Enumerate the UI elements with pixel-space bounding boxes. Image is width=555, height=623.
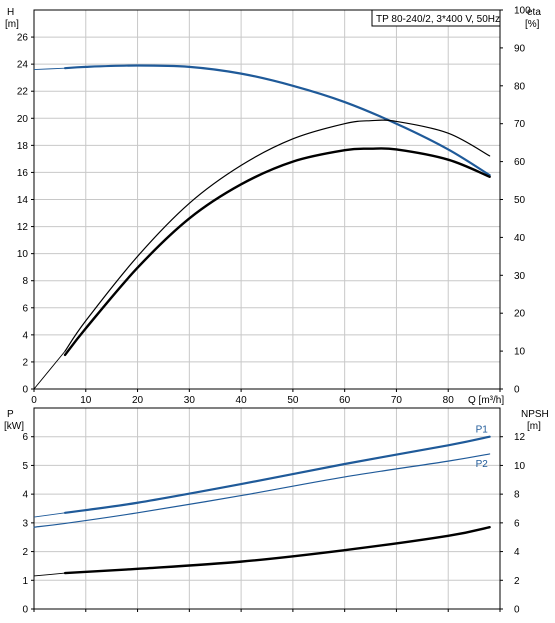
top-series-2-line [63, 147, 491, 357]
top-y-left-tick-label: 0 [22, 385, 28, 396]
bottom-series-label-p2: P2 [476, 459, 489, 470]
bottom-series-p1-line [63, 435, 491, 514]
top-y-right-tick-label: 100 [514, 6, 531, 17]
top-y-right-tick-label: 0 [514, 385, 520, 396]
top-y-left-tick-label: 22 [17, 87, 29, 98]
top-y-left-label-2: [m] [5, 19, 19, 30]
top-y-left-tick-label: 14 [17, 195, 29, 206]
top-y-left-tick-label: 12 [17, 222, 29, 233]
top-x-tick-label: 50 [287, 395, 299, 406]
top-x-tick-label: 20 [132, 395, 144, 406]
top-y-right-tick-label: 40 [514, 233, 526, 244]
top-y-right-label-2: [%] [525, 19, 540, 30]
top-y-right-tick-label: 60 [514, 157, 526, 168]
bottom-y-right-tick-label: 2 [514, 576, 520, 587]
bottom-y-left-tick-label: 6 [22, 432, 28, 443]
top-y-left-tick-label: 4 [22, 330, 28, 341]
bottom-y-left-label-2: [kW] [4, 421, 24, 432]
bottom-series-p2-line [33, 453, 491, 528]
top-x-tick-label: 40 [236, 395, 248, 406]
bottom-y-right-label-1: NPSH [521, 409, 549, 420]
top-y-right-tick-label: 20 [514, 309, 526, 320]
bottom-series-p1-line-extrapolated [33, 512, 66, 518]
bottom-y-left-tick-label: 4 [22, 490, 28, 501]
bottom-y-right-tick-label: 6 [514, 518, 520, 529]
top-y-left-tick-label: 10 [17, 249, 29, 260]
top-x-tick-label: 10 [80, 395, 92, 406]
top-x-tick-label: 60 [339, 395, 351, 406]
top-y-right-tick-label: 90 [514, 43, 526, 54]
plot-layers: 0 10 20 30 40 50 60 70 8002468101214161820222426… [17, 6, 531, 616]
top-y-left-tick-label: 2 [22, 357, 28, 368]
top-y-left-tick-label: 26 [17, 33, 29, 44]
top-series-1-line-extrapolated [33, 350, 66, 390]
top-y-left-tick-label: 16 [17, 168, 29, 179]
top-plot-frame [33, 9, 501, 390]
bottom-y-left-tick-label: 5 [22, 461, 28, 472]
top-x-tick-label: 0 [31, 395, 37, 406]
bottom-y-left-tick-label: 1 [22, 576, 28, 587]
bottom-plot-frame [33, 407, 501, 610]
chart-title: TP 80-240/2, 3*400 V, 50Hz [376, 14, 500, 25]
top-y-left-tick-label: 24 [17, 60, 29, 71]
bottom-series-label-p1: P1 [476, 425, 489, 436]
top-y-left-tick-label: 18 [17, 141, 29, 152]
top-y-left-tick-label: 8 [22, 276, 28, 287]
top-x-tick-label: 70 [391, 395, 403, 406]
top-y-right-label-1: eta [527, 7, 541, 18]
bottom-y-right-tick-label: 10 [514, 461, 526, 472]
top-series-1-line [64, 119, 491, 352]
bottom-y-left-label-1: P [7, 409, 14, 420]
bottom-y-left-tick-label: 3 [22, 518, 28, 529]
top-y-right-tick-label: 50 [514, 195, 526, 206]
bottom-series-2-line-extrapolated [33, 572, 66, 577]
bottom-y-right-tick-label: 4 [514, 547, 520, 558]
top-y-left-tick-label: 20 [17, 114, 29, 125]
bottom-series-2-line [63, 525, 491, 575]
bottom-y-left-tick-label: 2 [22, 547, 28, 558]
top-y-right-tick-label: 70 [514, 119, 526, 130]
top-x-axis-label: Q [m³/h] [468, 395, 504, 406]
bottom-y-right-tick-label: 12 [514, 432, 526, 443]
top-y-right-tick-label: 30 [514, 271, 526, 282]
bottom-y-right-label-2: [m] [527, 421, 541, 432]
top-y-left-label-1: H [7, 7, 14, 18]
top-y-right-tick-label: 10 [514, 347, 526, 358]
top-x-tick-label: 80 [443, 395, 455, 406]
bottom-y-right-tick-label: 0 [514, 605, 520, 616]
top-x-tick-label: 30 [184, 395, 196, 406]
bottom-y-right-tick-label: 8 [514, 490, 520, 501]
top-series-0-line-extrapolated [33, 67, 66, 71]
top-y-right-tick-label: 80 [514, 81, 526, 92]
top-y-left-tick-label: 6 [22, 303, 28, 314]
chart-title-box [371, 9, 501, 27]
top-series-0-line [63, 64, 491, 177]
bottom-y-left-tick-label: 0 [22, 605, 28, 616]
